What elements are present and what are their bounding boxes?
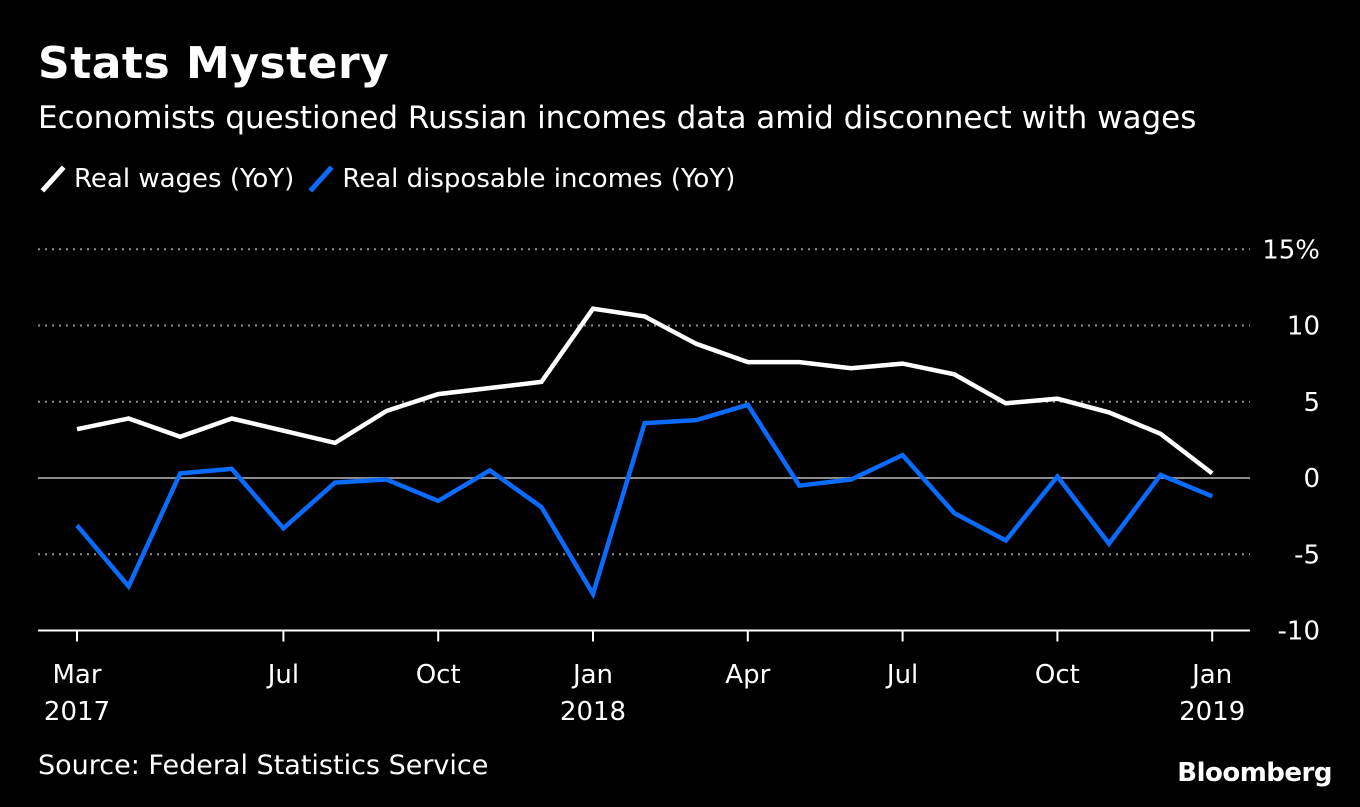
y-tick-label: 5 (1303, 388, 1320, 418)
legend-item-incomes: Real disposable incomes (YoY) (308, 164, 735, 194)
x-tick-label: Jan (1190, 660, 1232, 690)
legend-swatch-wages (40, 165, 66, 193)
y-tick-label: -5 (1294, 540, 1320, 570)
x-tick-label: Oct (416, 660, 461, 690)
legend-label-incomes: Real disposable incomes (YoY) (342, 164, 736, 194)
series-line-incomes (75, 402, 1214, 600)
x-tick-label: Mar (52, 660, 101, 690)
legend-swatch-incomes (308, 165, 334, 193)
x-tick-label: Oct (1035, 660, 1080, 690)
chart-subtitle: Economists questioned Russian incomes da… (38, 100, 1197, 136)
y-tick-label: 10 (1287, 312, 1320, 342)
x-tick-year-label: 2019 (1179, 697, 1245, 727)
chart-legend: Real wages (YoY) Real disposable incomes… (40, 164, 749, 194)
x-tick-label: Jul (885, 660, 918, 690)
x-tick-year-label: 2017 (44, 697, 110, 727)
x-tick-year-label: 2018 (560, 697, 626, 727)
bloomberg-logo: Bloomberg (1177, 758, 1332, 788)
legend-label-wages: Real wages (YoY) (74, 164, 295, 194)
legend-item-wages: Real wages (YoY) (40, 164, 294, 194)
source-note: Source: Federal Statistics Service (38, 750, 489, 781)
chart-title: Stats Mystery (38, 38, 390, 89)
y-tick-label: 0 (1303, 464, 1320, 494)
x-tick-label: Jul (266, 660, 299, 690)
y-tick-label: -10 (1278, 617, 1320, 647)
x-tick-label: Apr (725, 660, 770, 690)
series-line-wages (76, 306, 1214, 476)
x-tick-label: Jan (571, 660, 613, 690)
y-tick-label: 15% (1262, 235, 1320, 265)
